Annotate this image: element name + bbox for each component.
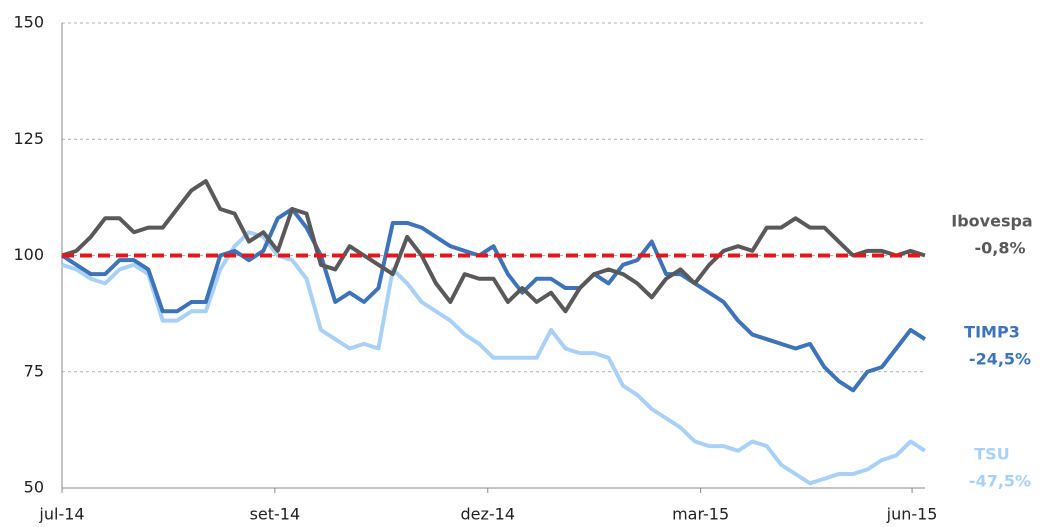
y-tick-label: 100 xyxy=(13,245,44,264)
series-name-label: Ibovespa xyxy=(951,212,1032,231)
y-tick-label: 150 xyxy=(13,13,44,32)
x-tick-label: set-14 xyxy=(250,505,301,524)
y-tick-label: 75 xyxy=(24,361,44,380)
y-tick-label: 50 xyxy=(24,478,44,497)
series-change-label: -47,5% xyxy=(969,472,1031,491)
x-tick-label: dez-14 xyxy=(460,505,515,524)
x-tick-label: jun-15 xyxy=(886,505,938,524)
series-line xyxy=(61,230,927,486)
series-name-label: TSU xyxy=(974,445,1009,464)
series-name-label: TIMP3 xyxy=(964,323,1020,342)
series-change-label: -24,5% xyxy=(969,350,1031,369)
series-change-label: -0,8% xyxy=(974,239,1025,258)
x-tick-label: jul-14 xyxy=(38,505,84,524)
y-tick-label: 125 xyxy=(13,129,44,148)
series-line xyxy=(60,207,927,393)
x-tick-label: mar-15 xyxy=(672,505,729,524)
series-line xyxy=(61,179,926,314)
